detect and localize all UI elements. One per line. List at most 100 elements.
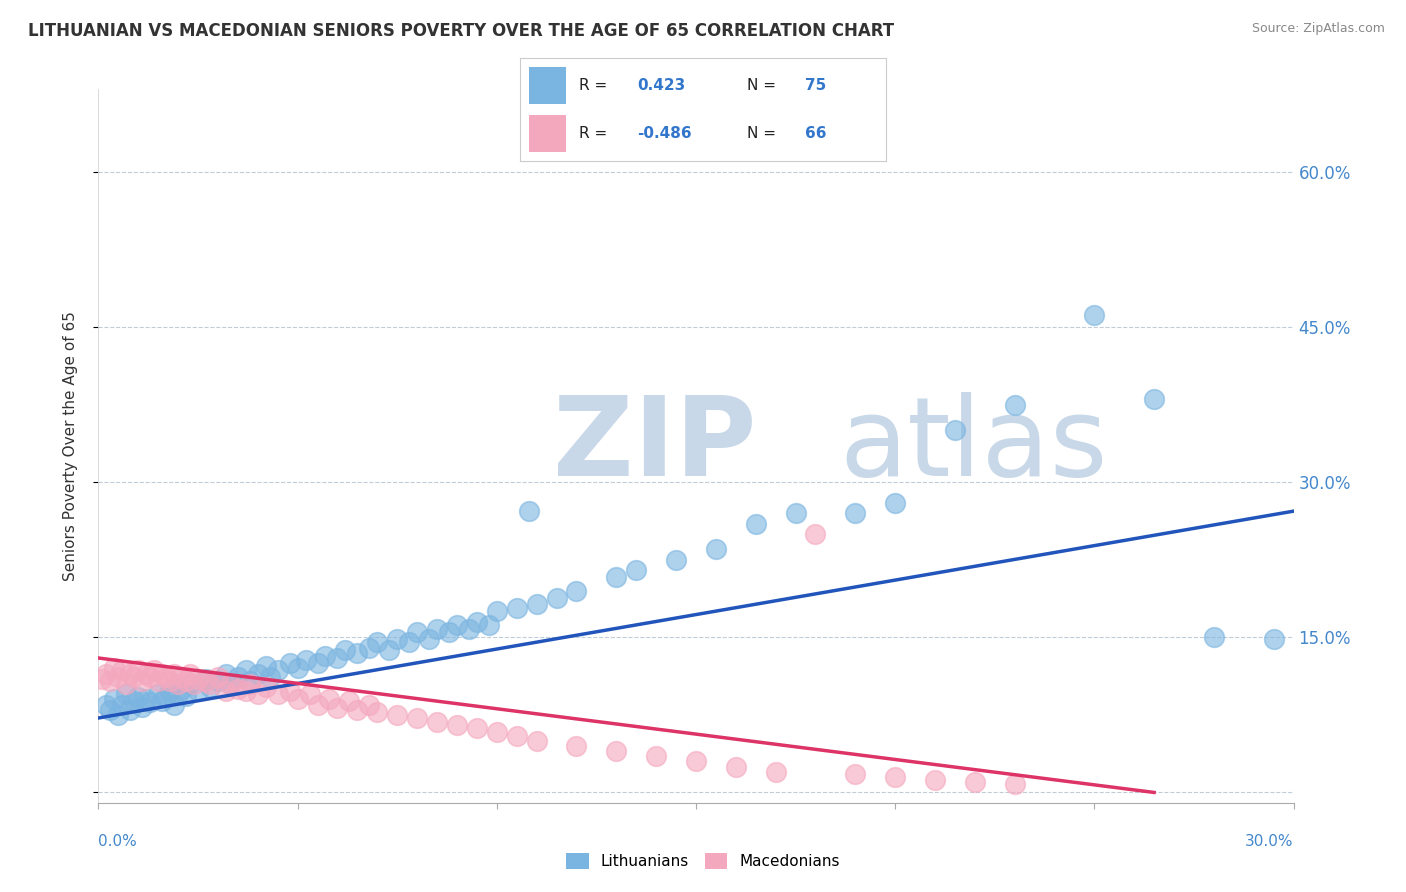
Point bbox=[124, 670, 146, 684]
Point bbox=[107, 670, 129, 684]
Text: N =: N = bbox=[747, 127, 780, 142]
Point bbox=[546, 591, 568, 605]
Point bbox=[1263, 632, 1285, 647]
Point bbox=[665, 553, 688, 567]
Point bbox=[172, 681, 194, 696]
Point bbox=[359, 640, 381, 655]
Point bbox=[366, 635, 388, 649]
Bar bbox=[530, 67, 567, 104]
Point bbox=[298, 687, 321, 701]
Point bbox=[187, 684, 209, 698]
Point bbox=[131, 673, 153, 688]
Point bbox=[1202, 630, 1225, 644]
Legend: Lithuanians, Macedonians: Lithuanians, Macedonians bbox=[560, 847, 846, 875]
Point bbox=[339, 694, 360, 708]
Point bbox=[565, 739, 588, 753]
Point bbox=[359, 698, 381, 712]
Point bbox=[446, 718, 468, 732]
Point bbox=[198, 680, 221, 694]
Point bbox=[246, 687, 269, 701]
Point bbox=[131, 699, 153, 714]
Point bbox=[1083, 308, 1105, 322]
Point bbox=[215, 684, 238, 698]
Point bbox=[884, 770, 907, 784]
Text: R =: R = bbox=[579, 127, 612, 142]
Point bbox=[963, 775, 986, 789]
Text: 0.0%: 0.0% bbox=[98, 834, 138, 849]
Text: atlas: atlas bbox=[839, 392, 1108, 500]
Text: 75: 75 bbox=[806, 78, 827, 93]
Point bbox=[235, 684, 257, 698]
Point bbox=[605, 570, 627, 584]
Point bbox=[127, 690, 149, 705]
Point bbox=[785, 506, 807, 520]
Point bbox=[278, 656, 301, 670]
Point bbox=[174, 690, 197, 704]
Point bbox=[1004, 777, 1026, 791]
Point bbox=[179, 677, 201, 691]
Point bbox=[103, 692, 125, 706]
Text: -0.486: -0.486 bbox=[637, 127, 692, 142]
Point bbox=[745, 516, 768, 531]
Point bbox=[246, 666, 269, 681]
Point bbox=[318, 692, 340, 706]
Point bbox=[385, 707, 409, 722]
Point bbox=[626, 563, 648, 577]
Point bbox=[187, 672, 209, 686]
Point bbox=[426, 715, 449, 730]
Point bbox=[267, 687, 290, 701]
Point bbox=[120, 666, 142, 681]
Point bbox=[219, 677, 242, 691]
Point bbox=[267, 664, 290, 678]
Point bbox=[195, 672, 218, 686]
Point bbox=[884, 496, 907, 510]
Point bbox=[135, 692, 157, 706]
Point bbox=[96, 666, 118, 681]
Point bbox=[96, 698, 118, 712]
Text: Source: ZipAtlas.com: Source: ZipAtlas.com bbox=[1251, 22, 1385, 36]
Point bbox=[100, 703, 122, 717]
Point bbox=[844, 767, 866, 781]
Text: 66: 66 bbox=[806, 127, 827, 142]
Point bbox=[235, 664, 257, 678]
Point bbox=[526, 733, 548, 747]
Point bbox=[307, 698, 329, 712]
Point bbox=[124, 694, 146, 708]
Point bbox=[139, 670, 162, 684]
Text: N =: N = bbox=[747, 78, 780, 93]
Point bbox=[326, 700, 349, 714]
Point bbox=[135, 666, 157, 681]
Point bbox=[346, 646, 368, 660]
Point bbox=[378, 642, 401, 657]
Point bbox=[183, 677, 205, 691]
Text: 30.0%: 30.0% bbox=[1246, 834, 1294, 849]
Point bbox=[335, 642, 357, 657]
Text: R =: R = bbox=[579, 78, 612, 93]
Point bbox=[163, 698, 186, 712]
Point bbox=[167, 687, 190, 701]
Point bbox=[704, 542, 727, 557]
Point bbox=[406, 625, 429, 640]
Point bbox=[465, 615, 488, 629]
Text: 0.423: 0.423 bbox=[637, 78, 686, 93]
Point bbox=[198, 677, 221, 691]
Point bbox=[207, 670, 229, 684]
Point bbox=[326, 651, 349, 665]
Point bbox=[207, 673, 229, 688]
Point bbox=[174, 673, 197, 688]
Point bbox=[120, 703, 142, 717]
Point bbox=[163, 666, 186, 681]
Point bbox=[143, 664, 166, 678]
Point bbox=[167, 677, 190, 691]
Point bbox=[100, 673, 122, 688]
Point bbox=[426, 622, 449, 636]
Point bbox=[150, 666, 173, 681]
Point bbox=[506, 729, 529, 743]
Point bbox=[924, 772, 946, 787]
Text: LITHUANIAN VS MACEDONIAN SENIORS POVERTY OVER THE AGE OF 65 CORRELATION CHART: LITHUANIAN VS MACEDONIAN SENIORS POVERTY… bbox=[28, 22, 894, 40]
Point bbox=[215, 666, 238, 681]
Point bbox=[148, 687, 170, 701]
Point bbox=[765, 764, 787, 779]
Point bbox=[195, 673, 218, 688]
Point bbox=[179, 666, 201, 681]
